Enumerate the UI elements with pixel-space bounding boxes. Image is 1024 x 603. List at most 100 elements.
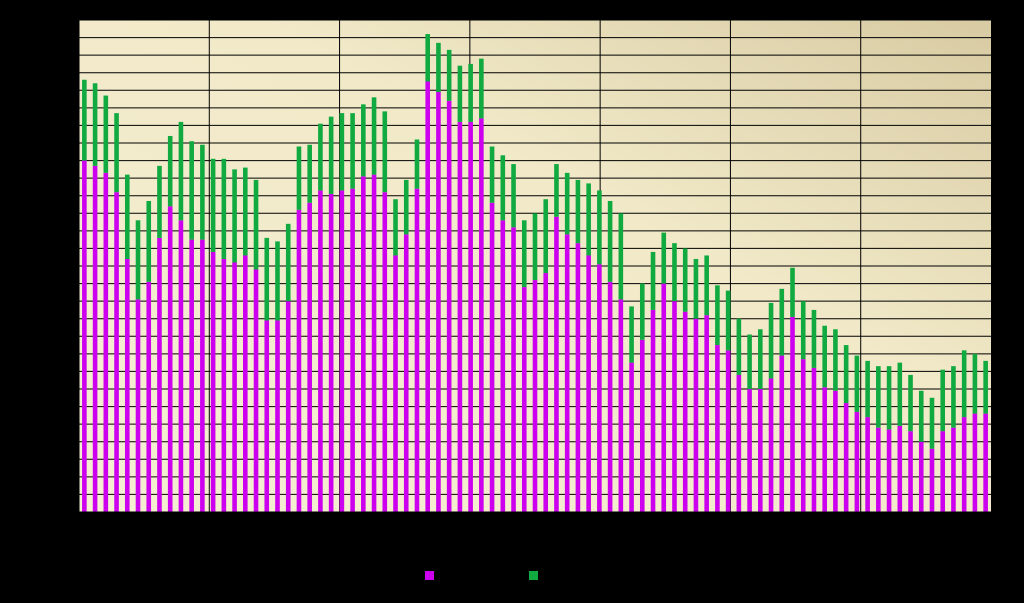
bar-series-2-item-80 <box>929 397 935 449</box>
bar-series-1-item-34 <box>436 92 441 513</box>
bar-series-1-item-72 <box>843 403 849 512</box>
bar-series-2-item-55 <box>661 232 667 284</box>
bar-series-1-item-37 <box>468 121 473 513</box>
bar-series-2-item-24 <box>328 116 334 194</box>
bar-series-2-item-53 <box>639 283 645 340</box>
bar-series-2-item-68 <box>800 301 806 360</box>
bar-series-2-item-85 <box>983 360 988 414</box>
bar-series-2-item-4 <box>114 113 119 193</box>
bar-series-2-item-84 <box>972 353 978 414</box>
bar-series-2-item-71 <box>833 329 838 391</box>
bar-series-1-item-52 <box>629 362 634 512</box>
bar-series-2-item-25 <box>339 113 345 191</box>
bar-series-2-item-22 <box>307 144 312 203</box>
bar-series-2-item-64 <box>758 329 763 389</box>
bar-series-1-item-13 <box>210 251 216 512</box>
bar-series-1-item-74 <box>865 417 870 512</box>
bar-series-2-item-6 <box>135 220 141 300</box>
bar-series-1-item-8 <box>157 237 162 512</box>
bar-series-2-item-12 <box>200 144 205 240</box>
bar-series-1-item-45 <box>554 216 559 513</box>
bar-series-1-item-82 <box>951 427 956 512</box>
bar-series-2-item-37 <box>468 63 473 122</box>
bar-series-2-item-51 <box>618 213 624 300</box>
bar-series-2-item-3 <box>103 95 109 173</box>
bar-series-1-item-58 <box>693 318 699 512</box>
bar-series-2-item-77 <box>897 362 903 426</box>
bar-series-1-item-49 <box>597 264 602 512</box>
bar-series-1-item-73 <box>854 411 860 512</box>
bar-series-1-item-79 <box>918 441 924 512</box>
bar-series-2-item-57 <box>682 248 688 312</box>
bar-series-2-item-26 <box>350 113 355 189</box>
bar-series-2-item-33 <box>425 34 431 82</box>
bar-series-2-item-42 <box>521 220 527 288</box>
bar-series-1-item-14 <box>221 258 227 512</box>
bar-series-1-item-59 <box>704 315 709 512</box>
bar-series-1-item-76 <box>886 429 892 512</box>
legend-swatch-series-2 <box>529 571 538 580</box>
bar-series-1-item-42 <box>521 287 527 512</box>
bar-series-1-item-47 <box>575 243 581 512</box>
bar-series-1-item-69 <box>811 367 817 512</box>
bar-series-1-item-1 <box>82 160 87 513</box>
bar-series-1-item-44 <box>543 273 549 512</box>
bar-series-1-item-65 <box>768 378 774 512</box>
bar-series-1-item-81 <box>940 431 946 512</box>
bar-series-2-item-20 <box>285 223 291 302</box>
bar-series-2-item-15 <box>232 169 237 263</box>
bar-series-2-item-73 <box>854 355 860 412</box>
bar-series-1-item-48 <box>586 255 591 512</box>
bar-series-2-item-74 <box>865 360 870 418</box>
bar-series-2-item-46 <box>564 172 570 235</box>
bar-series-2-item-31 <box>403 179 409 235</box>
bar-series-1-item-71 <box>833 390 838 512</box>
bar-series-1-item-54 <box>650 309 656 512</box>
bar-series-1-item-21 <box>296 209 302 512</box>
bar-series-2-item-9 <box>167 135 173 207</box>
bar-series-1-item-57 <box>682 311 688 512</box>
bar-series-2-item-17 <box>253 179 259 270</box>
bar-series-2-item-60 <box>715 285 720 346</box>
bar-series-1-item-39 <box>489 202 495 512</box>
bar-series-1-item-9 <box>167 206 173 512</box>
bar-series-2-item-23 <box>318 123 323 191</box>
bar-series-2-item-48 <box>586 183 591 256</box>
bar-series-1-item-77 <box>897 425 903 512</box>
bar-series-1-item-19 <box>275 320 280 512</box>
bar-series-2-item-7 <box>146 200 152 282</box>
bar-series-1-item-30 <box>393 255 398 512</box>
bar-series-2-item-27 <box>361 104 366 177</box>
bar-series-1-item-53 <box>639 339 645 512</box>
bar-series-1-item-56 <box>672 301 677 512</box>
bar-series-1-item-36 <box>457 121 463 513</box>
bar-series-2-item-65 <box>768 302 774 379</box>
bar-series-1-item-43 <box>532 280 538 512</box>
bar-series-1-item-15 <box>232 262 237 512</box>
bar-series-1-item-41 <box>511 227 516 513</box>
bar-series-1-item-24 <box>328 193 334 512</box>
bar-series-2-item-76 <box>886 366 892 430</box>
bar-series-2-item-18 <box>264 237 270 321</box>
bar-series-1-item-5 <box>124 258 130 512</box>
bar-series-2-item-8 <box>157 165 162 238</box>
bar-series-1-item-78 <box>908 431 913 512</box>
bar-series-1-item-25 <box>339 190 345 512</box>
bar-series-2-item-10 <box>178 121 184 221</box>
bar-series-2-item-11 <box>189 141 194 240</box>
bar-series-1-item-20 <box>285 301 291 512</box>
bar-series-2-item-52 <box>629 306 634 363</box>
bar-series-2-item-44 <box>543 199 549 274</box>
bar-series-1-item-55 <box>661 283 667 512</box>
bar-series-1-item-11 <box>189 239 194 512</box>
bar-series-1-item-12 <box>200 239 205 512</box>
bar-series-1-item-35 <box>446 100 452 512</box>
bar-series-1-item-83 <box>961 417 967 512</box>
legend-swatch-series-1 <box>425 571 434 580</box>
bar-series-1-item-60 <box>715 345 720 512</box>
bar-series-2-item-32 <box>414 139 420 189</box>
bar-series-1-item-66 <box>779 355 785 512</box>
bar-series-2-item-39 <box>489 146 495 203</box>
bar-series-1-item-61 <box>725 350 731 512</box>
bar-series-1-item-22 <box>307 202 312 512</box>
